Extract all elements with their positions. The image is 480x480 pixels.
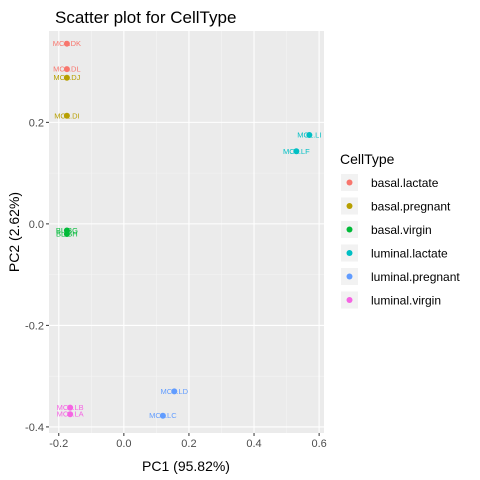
point-label: MCL.LB: [57, 403, 84, 412]
axis-ticks: -0.2 0.0 0.2 0.4 0.6 -0.4 -0.2 0.0 0.2: [25, 117, 327, 450]
legend: basal.lactate basal.pregnant basal.virgin l…: [341, 174, 460, 309]
legend-title: CellType: [340, 151, 395, 167]
y-tick-label: 0.0: [29, 219, 44, 231]
point-label: MCL.DK: [53, 39, 81, 48]
data-point: [67, 411, 74, 418]
point-label: MCL.LA: [57, 410, 84, 419]
x-tick-label: 0.6: [311, 438, 326, 450]
point-label: BL.BH: [56, 230, 78, 239]
point-label: MCL.LC: [149, 411, 177, 420]
legend-marker: [346, 203, 353, 209]
point-label: MCL.DL: [53, 65, 81, 74]
y-tick-label: -0.2: [25, 320, 44, 332]
chart-title: Scatter plot for CellType: [55, 8, 236, 27]
y-axis-title: PC2 (2.62%): [6, 192, 22, 272]
legend-label: basal.pregnant: [371, 200, 451, 214]
data-point: [171, 388, 178, 395]
y-tick-label: -0.4: [25, 422, 44, 434]
data-point: [63, 66, 70, 73]
point-label: MCL.LF: [283, 147, 310, 156]
legend-marker: [346, 179, 353, 186]
data-point: [63, 112, 70, 119]
legend-marker: [346, 297, 353, 303]
data-point: [293, 148, 300, 155]
legend-marker: [346, 273, 353, 280]
point-label: MCL.DJ: [53, 73, 80, 82]
data-point: [63, 231, 70, 238]
y-tick-label: 0.2: [29, 117, 44, 129]
x-tick-label: 0.0: [116, 438, 131, 450]
legend-label: luminal.virgin: [371, 294, 441, 308]
data-point: [63, 74, 70, 81]
data-point: [63, 40, 70, 47]
legend-label: luminal.pregnant: [371, 270, 460, 284]
legend-label: basal.lactate: [371, 176, 439, 190]
x-tick-label: -0.2: [49, 438, 68, 450]
data-point: [306, 132, 313, 139]
x-axis-title: PC1 (95.82%): [142, 458, 230, 474]
x-tick-label: 0.2: [181, 438, 196, 450]
data-point: [159, 412, 166, 419]
plot-panel: [49, 31, 324, 433]
legend-marker: [346, 226, 353, 233]
legend-marker: [346, 250, 353, 256]
data-points: [63, 40, 313, 419]
point-label: MCL.DI: [54, 111, 79, 120]
point-label: BL.BG: [56, 226, 78, 235]
x-tick-label: 0.4: [246, 438, 261, 450]
point-label: MCL.LI: [297, 131, 321, 140]
legend-label: basal.virgin: [371, 223, 432, 237]
data-point: [67, 404, 74, 411]
grid-lines: [49, 31, 324, 433]
point-label: MCL.LD: [161, 387, 189, 396]
legend-label: luminal.lactate: [371, 247, 448, 261]
